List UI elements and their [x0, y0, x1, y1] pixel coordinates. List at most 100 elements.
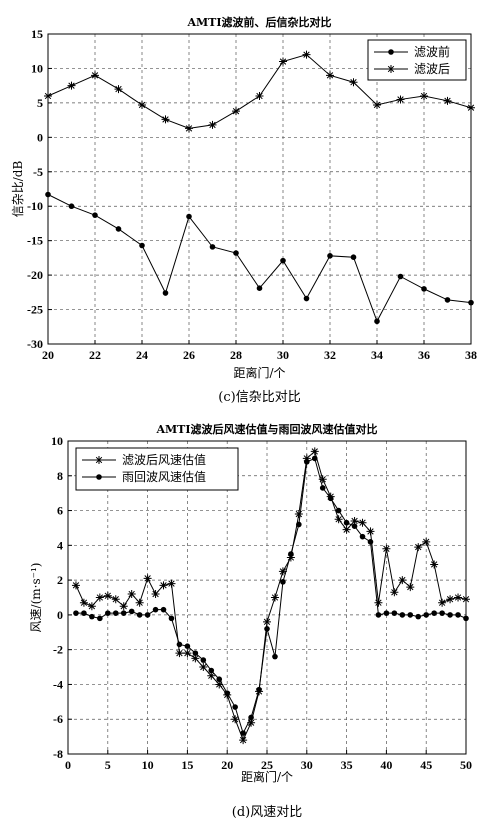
x-tick-label: 20 [221, 758, 233, 772]
data-point-0 [286, 553, 295, 562]
data-point-1 [216, 676, 223, 683]
data-point-0 [280, 257, 286, 264]
y-tick-label: -4 [53, 677, 63, 691]
data-point-1 [420, 92, 428, 100]
x-tick-label: 26 [183, 348, 195, 362]
data-point-1 [105, 610, 111, 616]
data-point-0 [397, 273, 404, 280]
data-point-1 [373, 100, 381, 109]
data-point-0 [422, 537, 431, 546]
data-point-0 [454, 593, 463, 602]
data-point-1 [248, 714, 254, 721]
data-point-1 [463, 615, 469, 622]
y-tick-label: -25 [27, 303, 43, 317]
data-point-1 [114, 85, 123, 94]
y-tick-label: -10 [27, 199, 43, 213]
x-tick-label: 24 [136, 348, 148, 362]
data-point-1 [138, 100, 146, 109]
data-point-1 [256, 686, 262, 693]
data-point-1 [208, 667, 215, 674]
data-point-0 [263, 617, 271, 626]
data-point-1 [288, 551, 294, 557]
data-point-1 [192, 650, 199, 656]
series-group [71, 447, 470, 745]
x-tick-label: 28 [230, 348, 242, 362]
y-tick-label: -5 [33, 165, 43, 179]
data-point-0 [398, 576, 407, 585]
data-point-1 [91, 71, 99, 80]
y-tick-label: 0 [57, 608, 63, 622]
data-point-0 [186, 213, 192, 220]
y-tick-labels: -8 -6 -4 -2 0 2 4 6 8 10 [51, 434, 72, 761]
data-point-1 [296, 521, 302, 528]
data-point-0 [87, 602, 96, 611]
data-point-1 [264, 626, 270, 632]
data-point-0 [191, 654, 200, 663]
data-point-0 [183, 649, 192, 658]
data-point-0 [358, 518, 367, 527]
data-point-1 [359, 533, 366, 540]
y-tick-label: 15 [31, 27, 43, 41]
data-point-0 [438, 598, 447, 607]
data-point-1 [367, 539, 374, 545]
data-point-0 [231, 715, 240, 724]
data-point-1 [327, 495, 334, 502]
data-point-0 [111, 595, 120, 604]
y-tick-label: -30 [27, 337, 43, 351]
data-point-1 [431, 610, 437, 616]
y-tick-label: 4 [57, 538, 63, 552]
x-tick-label: 15 [181, 758, 193, 772]
legend-entry-before-filter: 滤波前 [414, 44, 450, 59]
data-point-1 [467, 103, 475, 112]
x-tick-label: 30 [277, 348, 289, 362]
y-tick-label: -8 [53, 747, 63, 761]
data-point-1 [383, 610, 390, 616]
data-point-1 [232, 704, 238, 710]
data-point-1 [391, 610, 398, 616]
data-point-0 [270, 593, 279, 602]
data-point-0 [207, 671, 216, 680]
data-point-1 [185, 124, 193, 133]
data-point-0 [468, 299, 474, 306]
data-point-0 [406, 583, 415, 592]
series-line-1 [75, 457, 467, 735]
data-point-0 [414, 543, 423, 552]
data-point-1 [44, 92, 52, 100]
data-point-0 [421, 286, 427, 292]
y-tick-label: -2 [53, 643, 63, 657]
y-tick-label: 10 [31, 61, 43, 75]
data-point-1 [302, 50, 311, 59]
data-point-0 [390, 588, 399, 597]
x-tick-label: 45 [420, 758, 432, 772]
data-point-0 [233, 250, 239, 256]
x-tick-label: 20 [42, 348, 54, 362]
data-point-0 [135, 598, 144, 607]
data-point-1 [232, 107, 240, 116]
legend-marker-1 [96, 474, 102, 480]
data-point-1 [240, 730, 246, 736]
data-point-0 [374, 598, 383, 607]
data-point-1 [160, 606, 167, 613]
y-tick-label: -15 [27, 234, 43, 248]
data-point-1 [351, 523, 358, 530]
data-point-1 [343, 519, 350, 526]
data-point-1 [89, 613, 95, 620]
data-point-0 [215, 680, 224, 689]
data-point-1 [152, 606, 159, 613]
legend-entry-rain-echo-estimate: 雨回波风速估值 [122, 469, 206, 484]
data-point-1 [279, 57, 287, 66]
chart-snr: 20 22 24 26 28 30 32 34 36 38 -30 -25 -20 -15 -10 -5 0 5… [11, 15, 477, 405]
data-point-1 [415, 613, 422, 620]
data-point-0 [430, 560, 439, 569]
legend-entry-filtered-estimate: 滤波后风速估值 [122, 452, 206, 467]
legend-items [374, 49, 408, 73]
data-point-0 [175, 649, 184, 658]
legend-entry-after-filter: 滤波后 [414, 62, 450, 76]
data-point-0 [256, 285, 263, 292]
y-tick-label: 8 [57, 469, 63, 483]
x-tick-label: 35 [341, 758, 353, 772]
chart-title: AMTI滤波前、后信杂比对比 [186, 15, 331, 29]
data-point-0 [327, 253, 333, 259]
